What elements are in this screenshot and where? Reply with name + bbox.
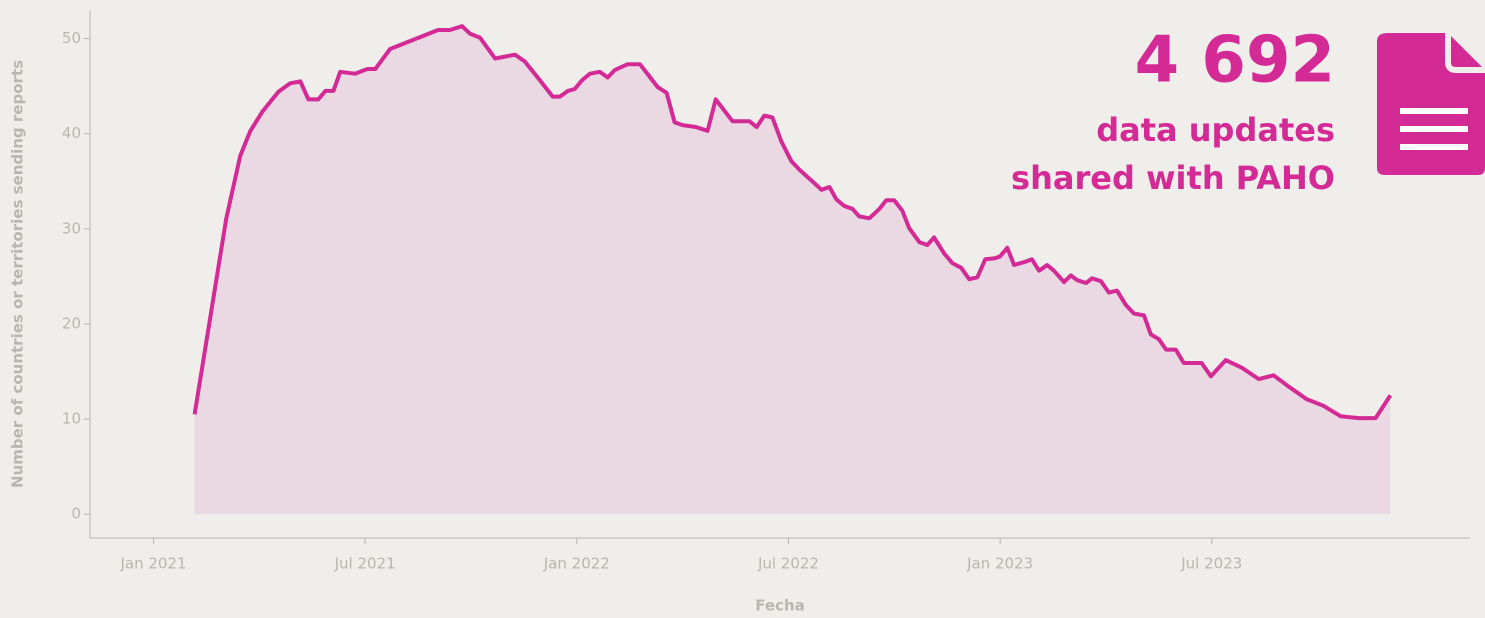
area	[194, 26, 1391, 515]
annotation-text: shared with PAHO	[1011, 159, 1335, 197]
y-tick-label: 50	[62, 29, 81, 47]
annotation-text: data updates	[1096, 111, 1335, 149]
y-tick-label: 30	[62, 219, 81, 237]
y-tick-label: 20	[62, 314, 81, 332]
y-tick-label: 0	[71, 505, 81, 523]
document-icon	[1377, 33, 1485, 175]
x-tick-label: Jan 2023	[966, 555, 1033, 573]
line	[192, 24, 1393, 421]
y-tick-label: 40	[62, 124, 81, 142]
annotation-number: 4 692	[1135, 24, 1335, 98]
x-tick-label: Jan 2022	[543, 555, 610, 573]
x-axis-label: Fecha	[755, 597, 805, 615]
x-tick-label: Jul 2021	[334, 555, 396, 573]
y-tick-label: 10	[62, 410, 81, 428]
x-tick-label: Jul 2023	[1180, 555, 1242, 573]
x-tick-label: Jul 2022	[757, 555, 819, 573]
x-tick-label: Jan 2021	[119, 555, 186, 573]
y-axis-label: Number of countries or territories sendi…	[9, 60, 27, 488]
